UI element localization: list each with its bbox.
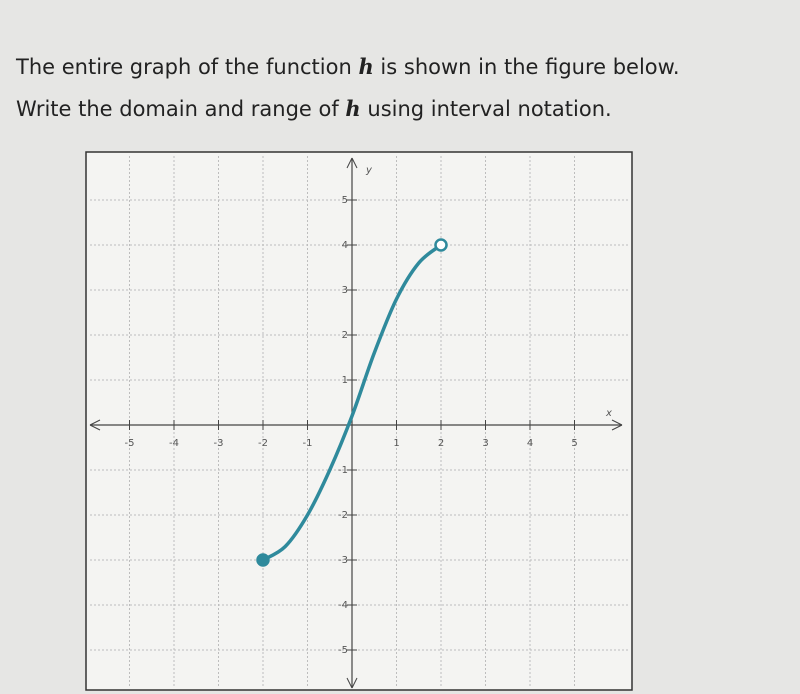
x-tick-label: 2 [438,438,444,449]
y-tick-label: 2 [342,330,348,341]
question-line: The entire graph of the function h is sh… [16,54,680,79]
variable: h [358,54,374,79]
function-curve [262,243,443,562]
closed-endpoint [256,553,270,567]
x-tick-label: 3 [482,438,488,449]
y-tick-label: -2 [338,510,348,521]
text: using interval notation. [360,97,612,121]
y-tick-label: -4 [338,600,348,611]
y-tick-label: -3 [338,555,348,566]
y-tick-label: 5 [342,195,348,206]
y-tick-label: 3 [342,285,348,296]
x-tick-label: 4 [527,438,533,449]
x-tick-label: -5 [125,438,135,449]
y-axis-label: y [365,165,373,176]
y-tick-label: -1 [338,465,348,476]
y-tick-label: 4 [342,240,348,251]
x-tick-label: -4 [169,438,179,449]
graph-frame [85,151,633,691]
x-tick-label: -2 [258,438,268,449]
x-tick-label: 5 [571,438,577,449]
y-axis-arrow [346,157,358,689]
text: is shown in the figure below. [373,55,680,79]
x-tick-label: -3 [214,438,224,449]
text: The entire graph of the function [16,55,359,79]
y-tick-label: -5 [338,645,348,656]
question-line: Write the domain and range of h using in… [16,96,612,121]
text: Write the domain and range of [16,97,346,121]
x-axis-label: x [605,408,612,419]
x-tick-label: 1 [393,438,399,449]
x-axis-arrow [89,419,623,431]
open-endpoint [434,238,448,252]
y-tick-label: 1 [342,375,348,386]
variable: h [345,96,361,121]
x-tick-label: -1 [303,438,313,449]
